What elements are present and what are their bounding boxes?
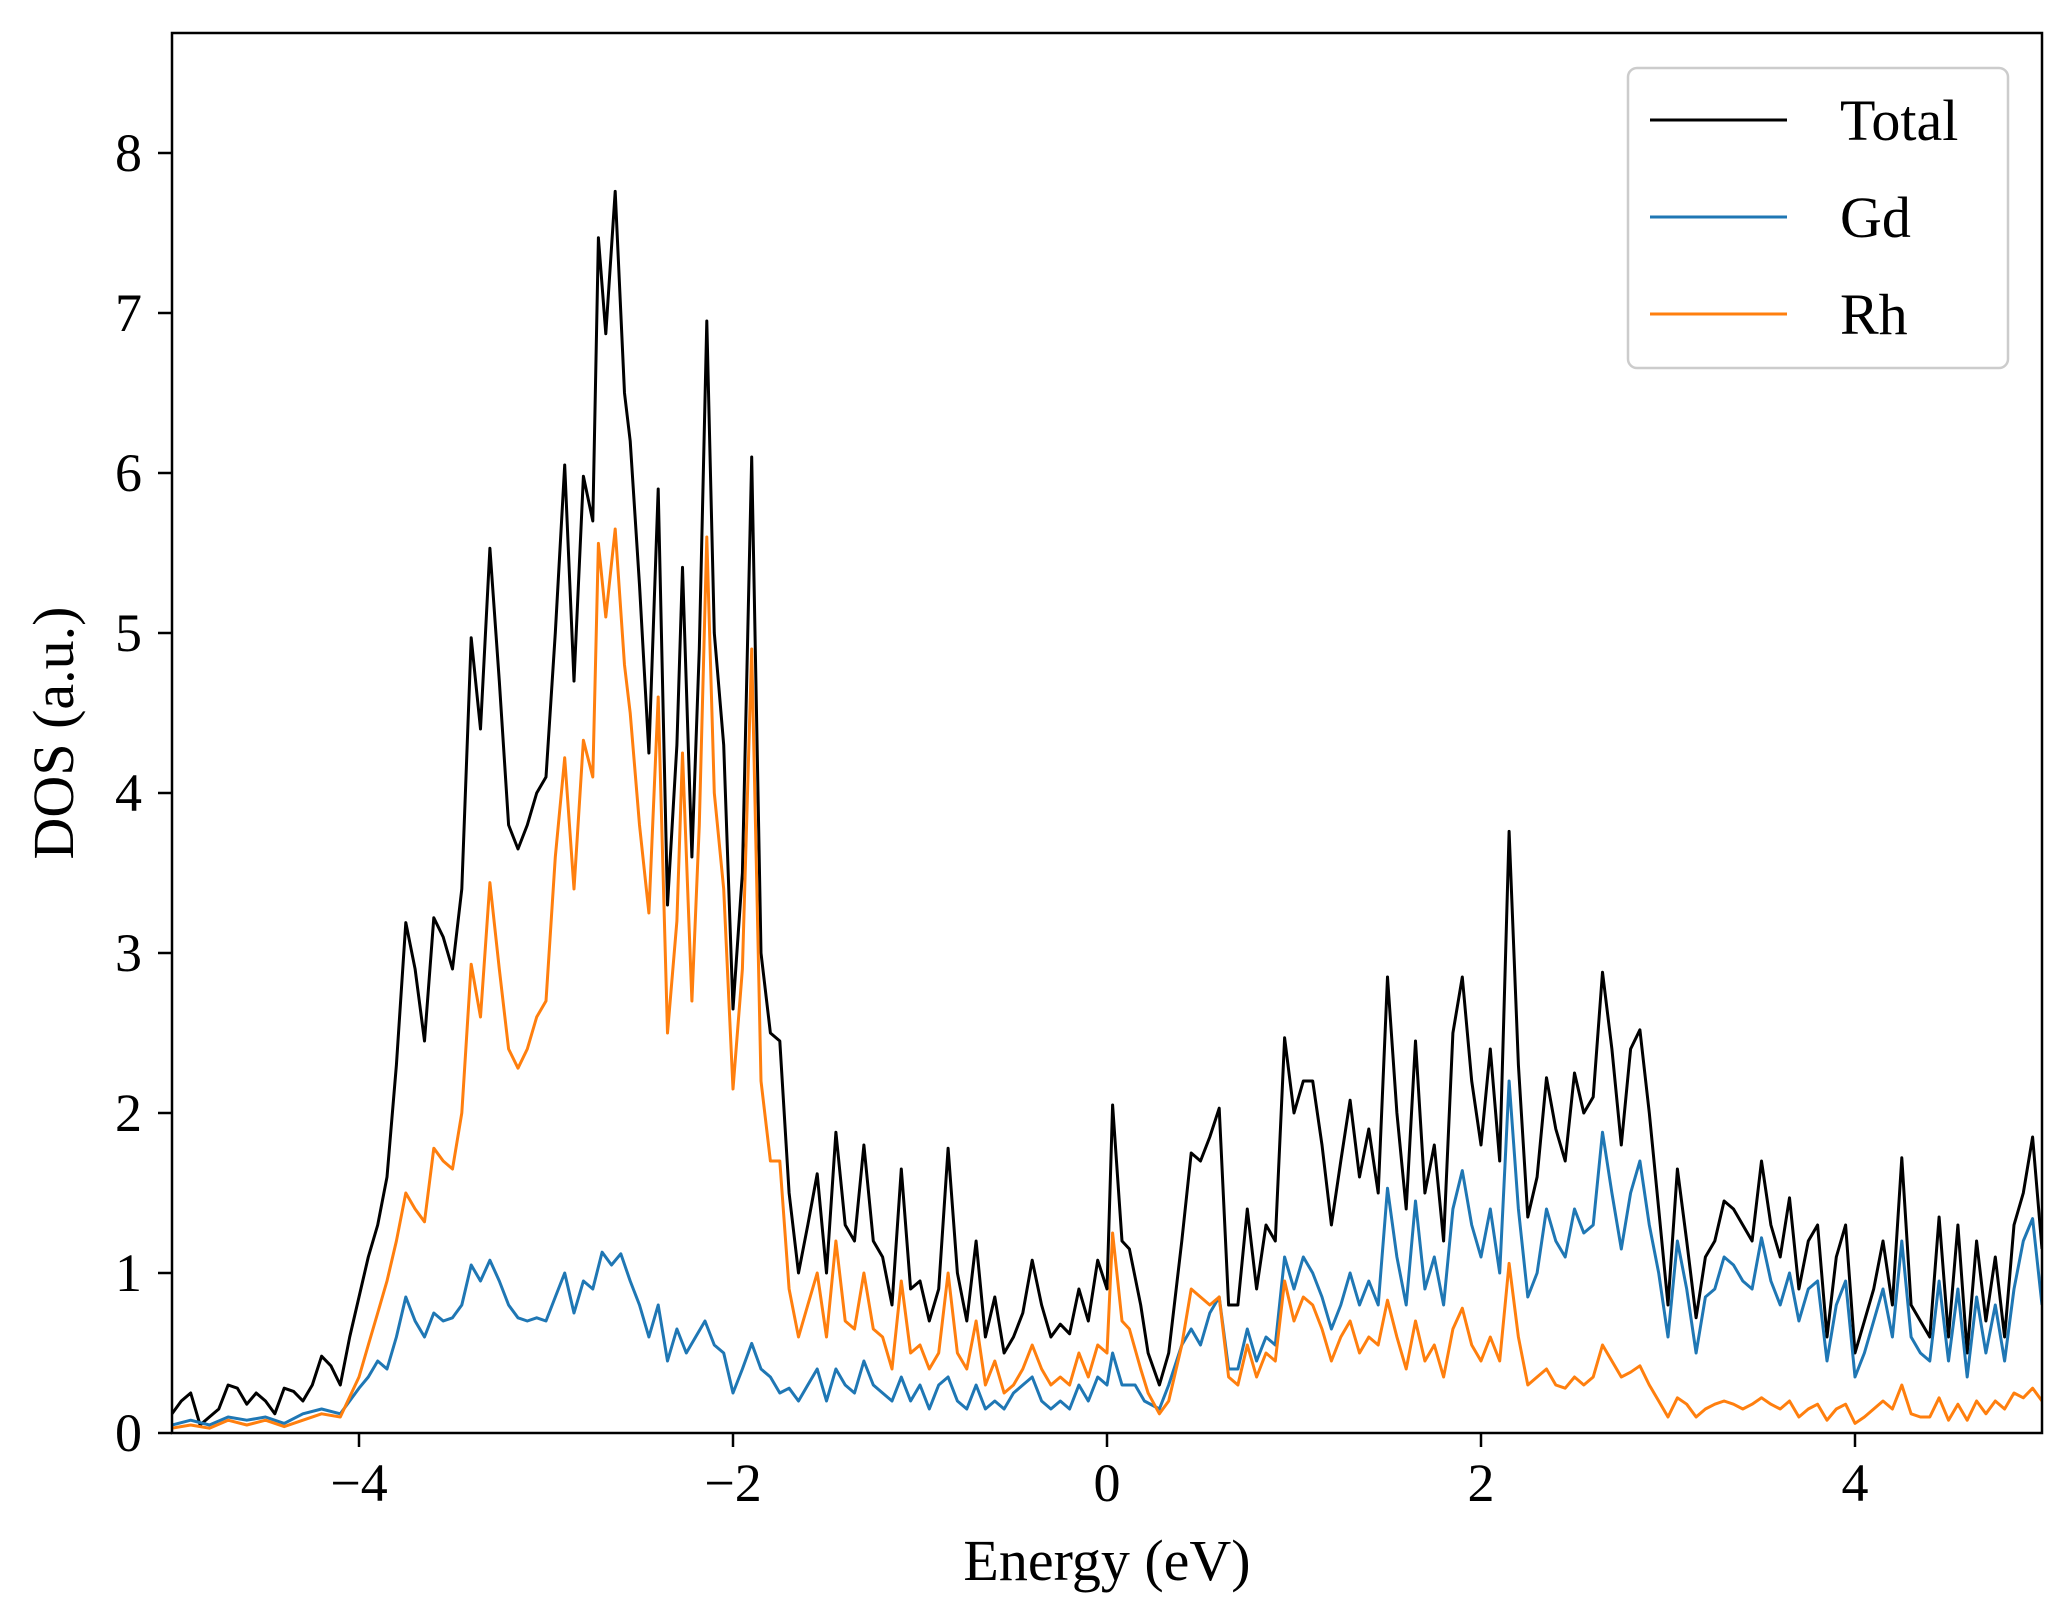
y-tick-label: 0: [115, 1403, 142, 1463]
y-tick-label: 6: [115, 443, 142, 503]
series-line-rh: [172, 527, 2042, 1430]
legend-box: [1626, 66, 2010, 370]
series-line-gd: [172, 1079, 2042, 1427]
x-tick-label: −2: [704, 1453, 761, 1513]
x-axis: −4 −2 0 2 4: [330, 1433, 1869, 1513]
y-tick-label: 4: [115, 763, 142, 823]
legend-label-total: Total: [1840, 88, 1958, 153]
x-tick-label: −4: [330, 1453, 387, 1513]
x-tick-label: 0: [1094, 1453, 1121, 1513]
y-tick-label: 1: [115, 1243, 142, 1303]
x-tick-label: 4: [1842, 1453, 1869, 1513]
y-axis: 0 1 2 3 4 5 6 7 8: [115, 123, 172, 1463]
y-tick-label: 2: [115, 1083, 142, 1143]
y-axis-title: DOS (a.u.): [21, 607, 86, 860]
y-tick-label: 3: [115, 923, 142, 983]
y-tick-label: 8: [115, 123, 142, 183]
legend: Total Gd Rh: [1626, 66, 2010, 370]
x-tick-label: 2: [1468, 1453, 1495, 1513]
y-tick-label: 5: [115, 603, 142, 663]
series-layer: [172, 189, 2042, 1430]
series-line-total: [172, 189, 2042, 1427]
x-axis-title: Energy (eV): [963, 1528, 1250, 1593]
y-tick-label: 7: [115, 283, 142, 343]
legend-label-rh: Rh: [1840, 282, 1908, 347]
legend-label-gd: Gd: [1840, 185, 1911, 250]
